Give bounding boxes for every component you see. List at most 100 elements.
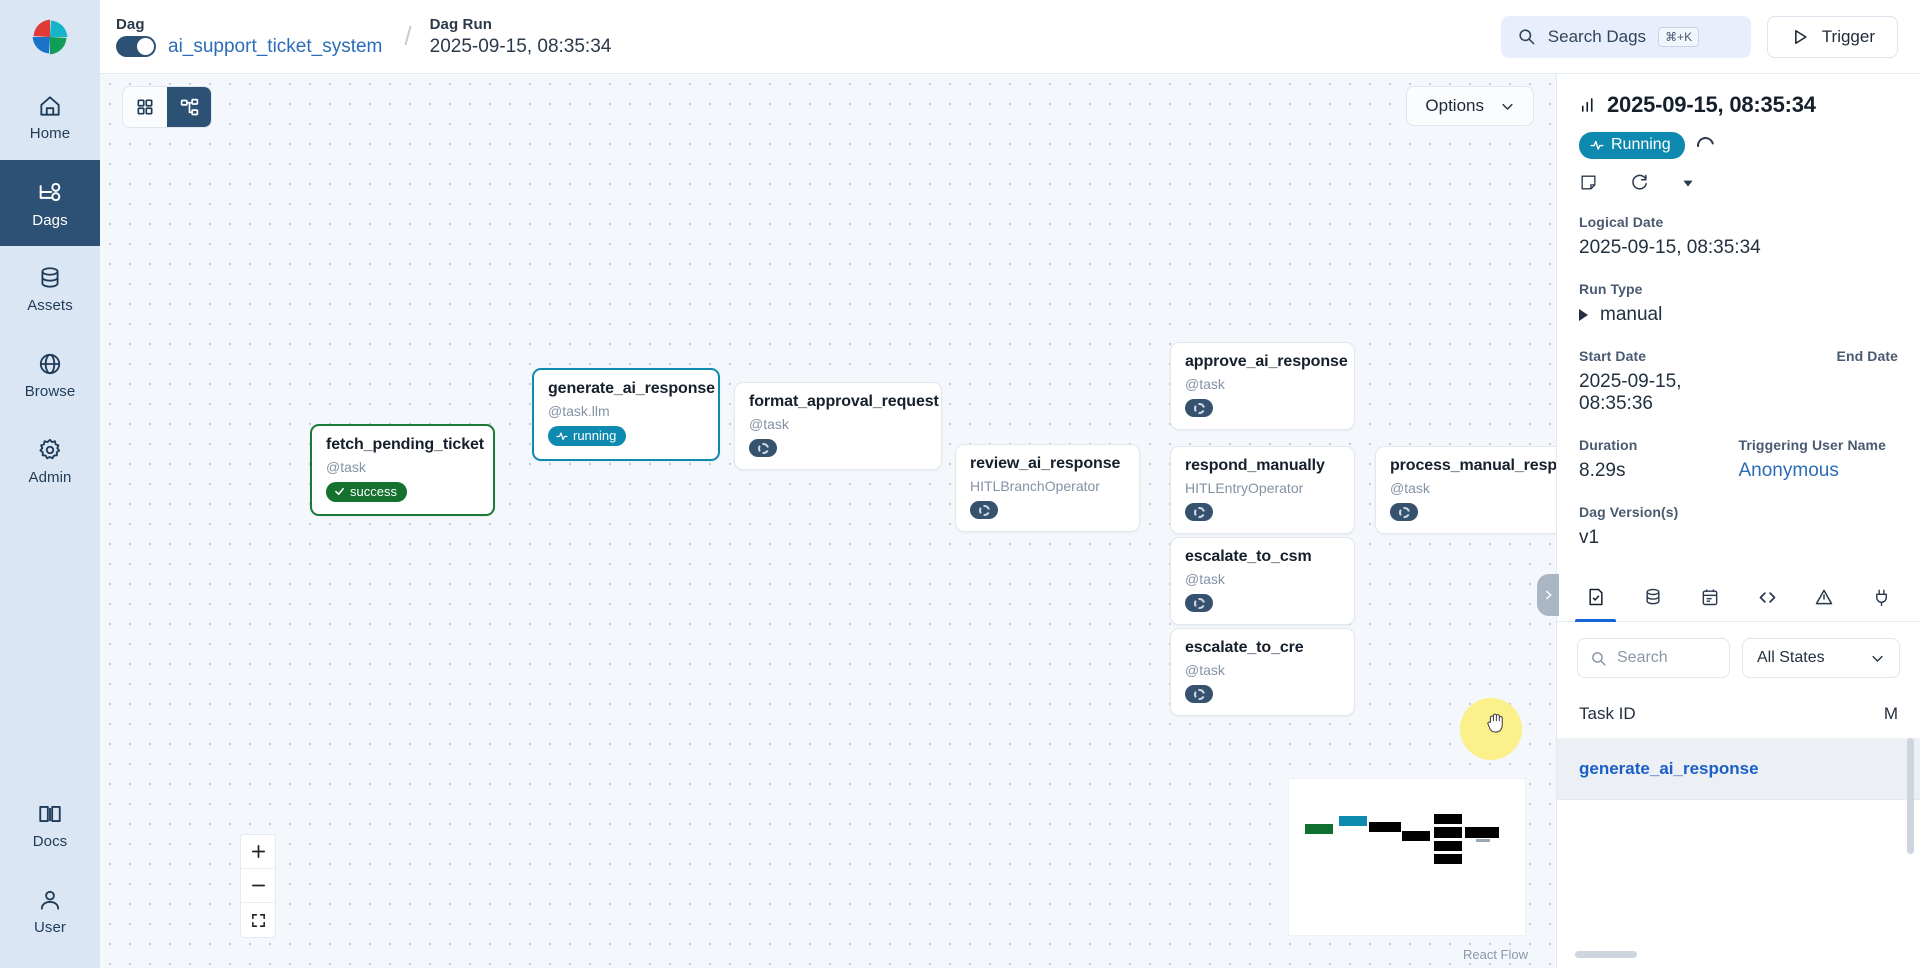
run-type-field: Run Type manual: [1579, 281, 1898, 326]
column-header-task-id[interactable]: Task ID: [1579, 704, 1636, 723]
plug-icon: [1875, 589, 1887, 606]
grid-view-button[interactable]: [123, 87, 167, 127]
clear-run-button[interactable]: [1630, 173, 1649, 192]
dag-name-link[interactable]: ai_support_ticket_system: [168, 35, 383, 57]
grid-view-icon: [137, 99, 153, 115]
tab-assets[interactable]: [1624, 573, 1681, 621]
panel-title-row: 2025-09-15, 08:35:34: [1579, 92, 1898, 118]
state-filter-select[interactable]: All States: [1742, 638, 1900, 678]
task-id-link[interactable]: generate_ai_response: [1579, 759, 1759, 778]
minimap-node: [1305, 824, 1333, 834]
duration-user-row: Duration 8.29s Triggering User Name Anon…: [1579, 437, 1898, 482]
task-node-escalate-to-csm[interactable]: escalate_to_csm @task: [1170, 537, 1355, 625]
graph-minimap[interactable]: [1288, 778, 1526, 936]
sidebar-item-home[interactable]: Home: [0, 74, 100, 160]
task-instances-table: Task ID M generate_ai_response: [1557, 704, 1920, 800]
dag-graph-icon: [39, 182, 61, 201]
task-node-name: fetch_pending_ticket: [326, 436, 485, 453]
task-status-badge: [1185, 594, 1213, 612]
task-search-input[interactable]: Search: [1577, 638, 1730, 678]
tab-plugins[interactable]: [1853, 573, 1910, 621]
task-node-escalate-to-cre[interactable]: escalate_to_cre @task: [1170, 628, 1355, 716]
task-node-review-ai-response[interactable]: review_ai_response HITLBranchOperator: [955, 444, 1140, 532]
triggering-user-value[interactable]: Anonymous: [1738, 460, 1839, 481]
panel-collapse-handle[interactable]: [1537, 574, 1559, 616]
warning-triangle-icon: [1816, 589, 1833, 605]
minimap-node: [1339, 816, 1367, 826]
end-date-field: End Date: [1739, 348, 1899, 415]
run-type-label: Run Type: [1579, 281, 1643, 297]
dag-label: Dag: [116, 15, 145, 33]
graph-canvas[interactable]: Options: [100, 74, 1556, 968]
triggering-user-field: Triggering User Name Anonymous: [1739, 437, 1899, 482]
trigger-button[interactable]: Trigger: [1766, 15, 1898, 58]
task-node-respond-manually[interactable]: respond_manually HITLEntryOperator: [1170, 446, 1355, 534]
tab-warnings[interactable]: [1796, 573, 1853, 621]
sidebar-item-docs[interactable]: Docs: [0, 782, 100, 868]
options-button[interactable]: Options: [1406, 86, 1534, 126]
check-icon: [335, 487, 344, 496]
table-row[interactable]: generate_ai_response: [1557, 739, 1920, 800]
task-node-operator: @task: [326, 459, 366, 475]
globe-icon: [39, 353, 61, 374]
minimap-node: [1434, 854, 1462, 864]
panel-horizontal-scrollbar[interactable]: [1575, 951, 1637, 958]
sidebar-item-assets[interactable]: Assets: [0, 246, 100, 332]
column-header-map[interactable]: M: [1883, 704, 1898, 723]
search-icon: [1519, 29, 1535, 45]
bar-chart-icon: [1581, 98, 1593, 112]
user-icon: [40, 890, 60, 910]
task-node-operator: @task: [1185, 571, 1225, 587]
chevron-right-icon: [1545, 590, 1551, 600]
tab-calendar[interactable]: [1681, 573, 1738, 621]
sidebar-item-dags[interactable]: Dags: [0, 160, 100, 246]
run-type-row[interactable]: manual: [1579, 304, 1898, 326]
database-icon: [1646, 588, 1660, 605]
search-dags-button[interactable]: Search Dags ⌘+K: [1500, 15, 1751, 58]
zoom-out-button[interactable]: [241, 869, 275, 903]
task-status-badge: success: [326, 482, 407, 502]
home-icon: [40, 95, 60, 116]
tab-details[interactable]: [1567, 573, 1624, 622]
fit-view-button[interactable]: [241, 903, 275, 937]
plus-icon: [251, 844, 265, 859]
start-date-label: Start Date: [1579, 348, 1647, 364]
queued-spinner-icon: [978, 504, 990, 516]
task-node-name: escalate_to_csm: [1185, 548, 1312, 565]
run-details-panel: 2025-09-15, 08:35:34 Running: [1537, 74, 1920, 968]
sidebar-item-user[interactable]: User: [0, 868, 100, 954]
task-node-fetch-pending-ticket[interactable]: fetch_pending_ticket @task success: [310, 424, 495, 516]
more-actions-button[interactable]: [1681, 176, 1695, 190]
sidebar-item-browse[interactable]: Browse: [0, 332, 100, 418]
note-button[interactable]: [1579, 173, 1598, 192]
activity-pulse-icon: [1590, 140, 1604, 150]
react-flow-credit: React Flow: [1462, 947, 1528, 962]
task-search-placeholder: Search: [1617, 649, 1668, 666]
database-icon: [41, 266, 59, 288]
task-filters: Search All States: [1557, 622, 1920, 688]
airflow-pinwheel-logo[interactable]: [0, 0, 100, 74]
dag-run-date: 2025-09-15, 08:35:34: [429, 35, 612, 57]
panel-vertical-scrollbar[interactable]: [1907, 738, 1914, 854]
calendar-icon: [1702, 589, 1718, 606]
dag-pause-toggle[interactable]: [116, 36, 156, 57]
task-node-approve-ai-response[interactable]: approve_ai_response @task: [1170, 342, 1355, 430]
sidebar-item-label: Assets: [27, 296, 73, 314]
graph-nodes: fetch_pending_ticket @task success gener…: [100, 74, 1556, 968]
panel-tabs: [1557, 573, 1920, 622]
chevron-down-icon: [1872, 655, 1883, 662]
dag-run-breadcrumb-block: Dag Run 2025-09-15, 08:35:34: [430, 16, 612, 58]
sidebar-item-admin[interactable]: Admin: [0, 418, 100, 504]
task-status-badge: [1390, 503, 1418, 521]
run-actions-row: [1579, 173, 1898, 192]
task-node-generate-ai-response[interactable]: generate_ai_response @task.llm running: [532, 368, 720, 461]
minimap-node: [1476, 839, 1490, 842]
play-triangle-icon: [1794, 29, 1807, 44]
task-node-process-manual-response[interactable]: process_manual_response @task: [1375, 446, 1556, 534]
download-button[interactable]: [1489, 702, 1510, 728]
task-node-format-approval-request[interactable]: format_approval_request @task: [734, 382, 942, 470]
queued-spinner-icon: [1398, 506, 1410, 518]
graph-view-button[interactable]: [167, 87, 211, 127]
zoom-in-button[interactable]: [241, 835, 275, 869]
tab-code[interactable]: [1739, 573, 1796, 621]
